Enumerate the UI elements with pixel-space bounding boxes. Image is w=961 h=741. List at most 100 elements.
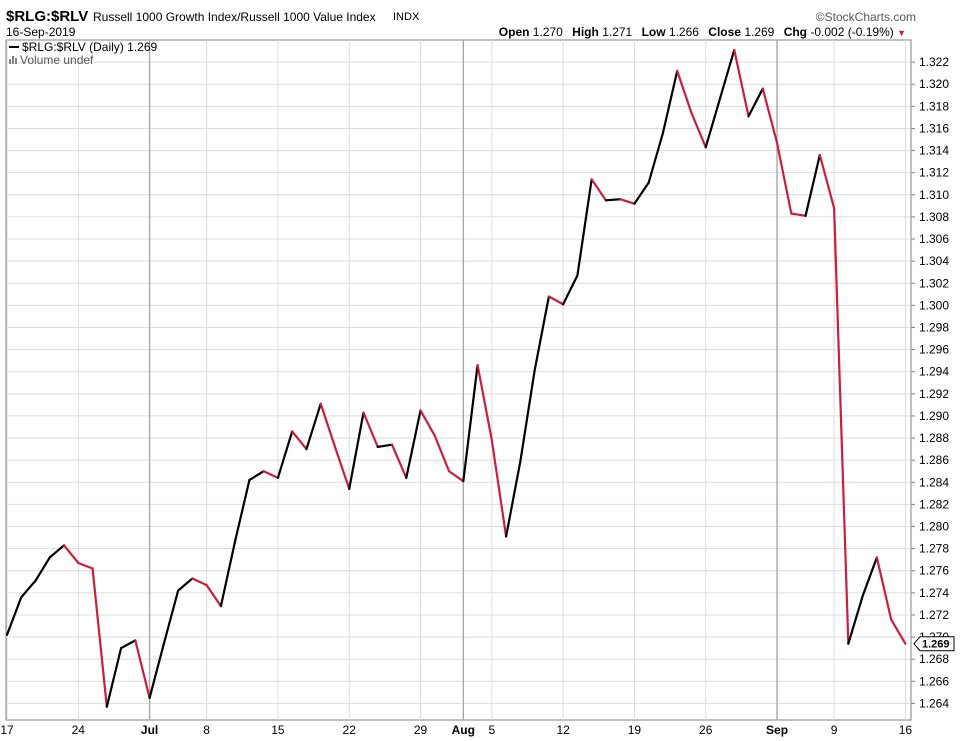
series-segment (234, 478, 251, 542)
y-tick-label: 1.288 (919, 431, 949, 445)
y-tick-label: 1.272 (919, 608, 949, 622)
series-segment (890, 618, 907, 645)
y-tick-label: 1.316 (919, 121, 949, 135)
y-tick-label: 1.286 (919, 453, 949, 467)
series-segment (419, 409, 436, 437)
series-segment (162, 589, 180, 645)
y-tick-label: 1.308 (919, 210, 949, 224)
series-segment (62, 544, 80, 565)
series-segment (119, 639, 137, 650)
low-value: 1.266 (668, 25, 699, 39)
series-segment (747, 87, 764, 118)
series-segment (462, 363, 479, 483)
y-tick-label: 1.304 (919, 254, 949, 268)
series-segment (390, 443, 408, 479)
series-segment (348, 411, 365, 491)
series-segment (191, 577, 208, 587)
y-tick-label: 1.312 (919, 166, 949, 180)
y-tick-label: 1.296 (919, 343, 949, 357)
series-segment (5, 596, 23, 636)
legend-volume-label: Volume undef (20, 53, 94, 67)
series-segment (219, 539, 237, 608)
last-value-box (913, 636, 955, 652)
y-tick-label: 1.320 (919, 77, 949, 91)
x-tick-label: 29 (414, 723, 428, 737)
x-tick-label: 8 (203, 723, 210, 737)
series-segment (847, 595, 864, 645)
x-tick-label: Aug (452, 723, 475, 737)
series-segment (177, 577, 194, 592)
series-segment (676, 69, 693, 115)
series-segment (604, 198, 622, 202)
series-segment (733, 48, 750, 118)
series-segment (533, 295, 550, 372)
x-tick-label: 5 (488, 723, 495, 737)
series-segment (134, 639, 151, 699)
series-segment (105, 647, 123, 708)
chg-label: Chg (783, 25, 808, 39)
series-segment (590, 178, 608, 202)
series-segment (661, 69, 679, 134)
x-axis: 17 24 Jul 8 15 22 29 Aug 5 12 19 26 Sep 9 16 (0, 723, 912, 737)
volume-bars-icon (9, 56, 17, 64)
x-tick-label: 19 (628, 723, 642, 737)
exchange-label: INDX (393, 11, 420, 23)
y-tick-label: 1.278 (919, 542, 949, 556)
series-segment (761, 87, 779, 144)
y-tick-label: 1.292 (919, 387, 949, 401)
y-tick-label: 1.282 (919, 497, 949, 511)
low-label: Low (641, 25, 666, 39)
series-segment (576, 178, 593, 277)
x-tick-label: 16 (899, 723, 913, 737)
high-label: High (572, 25, 599, 39)
series-segment (291, 430, 308, 451)
series-segment (148, 642, 165, 699)
x-tick-label: 26 (699, 723, 713, 737)
y-tick-label: 1.322 (919, 55, 949, 69)
y-tick-label: 1.318 (919, 99, 949, 113)
series-segment (718, 48, 736, 100)
y-tick-label: 1.290 (919, 409, 949, 423)
x-tick-label: 9 (831, 723, 838, 737)
series-segment (619, 198, 636, 205)
close-label: Close (708, 25, 741, 39)
series-segment (647, 131, 665, 184)
y-tick-label: 1.266 (919, 674, 949, 688)
legend-series-label: $RLG:$RLV (Daily) 1.269 (22, 40, 157, 54)
last-value-label: 1.269 (922, 639, 950, 651)
x-tick-label: 15 (271, 723, 285, 737)
chg-value: -0.002 (-0.19%) (810, 25, 894, 39)
y-tick-label: 1.268 (919, 652, 949, 666)
series-segment (48, 544, 66, 559)
series-segment (205, 584, 222, 608)
x-tick-label: 17 (0, 723, 14, 737)
y-tick-label: 1.276 (919, 564, 949, 578)
plot-area (5, 39, 912, 721)
x-tick-label: Sep (766, 723, 788, 737)
series-segment (20, 579, 37, 599)
high-value: 1.271 (602, 25, 633, 39)
symbol-title: $RLG:$RLV (6, 8, 89, 25)
series-segment (376, 443, 394, 448)
series-segment (519, 369, 536, 463)
x-tick-label: Jul (141, 723, 158, 737)
series-segment (804, 153, 821, 217)
last-value-marker: 1.269 (913, 636, 955, 652)
y-tick-label: 1.274 (919, 586, 949, 600)
chart-header: $RLG:$RLV Russell 1000 Growth Index/Russ… (0, 0, 961, 40)
y-tick-label: 1.306 (919, 232, 949, 246)
series-segment (818, 153, 836, 210)
series-segment (505, 460, 522, 538)
series-segment (433, 434, 451, 473)
close-value: 1.269 (744, 25, 775, 39)
y-tick-label: 1.314 (919, 144, 949, 158)
y-tick-label: 1.310 (919, 188, 949, 202)
series-segment (34, 556, 51, 582)
series-segment (405, 409, 422, 479)
series-segment (319, 402, 337, 448)
x-tick-label: 22 (343, 723, 357, 737)
y-tick-label: 1.280 (919, 520, 949, 534)
stockcharts-credit[interactable]: ©StockCharts.com (815, 10, 916, 24)
series-segment (91, 567, 108, 708)
